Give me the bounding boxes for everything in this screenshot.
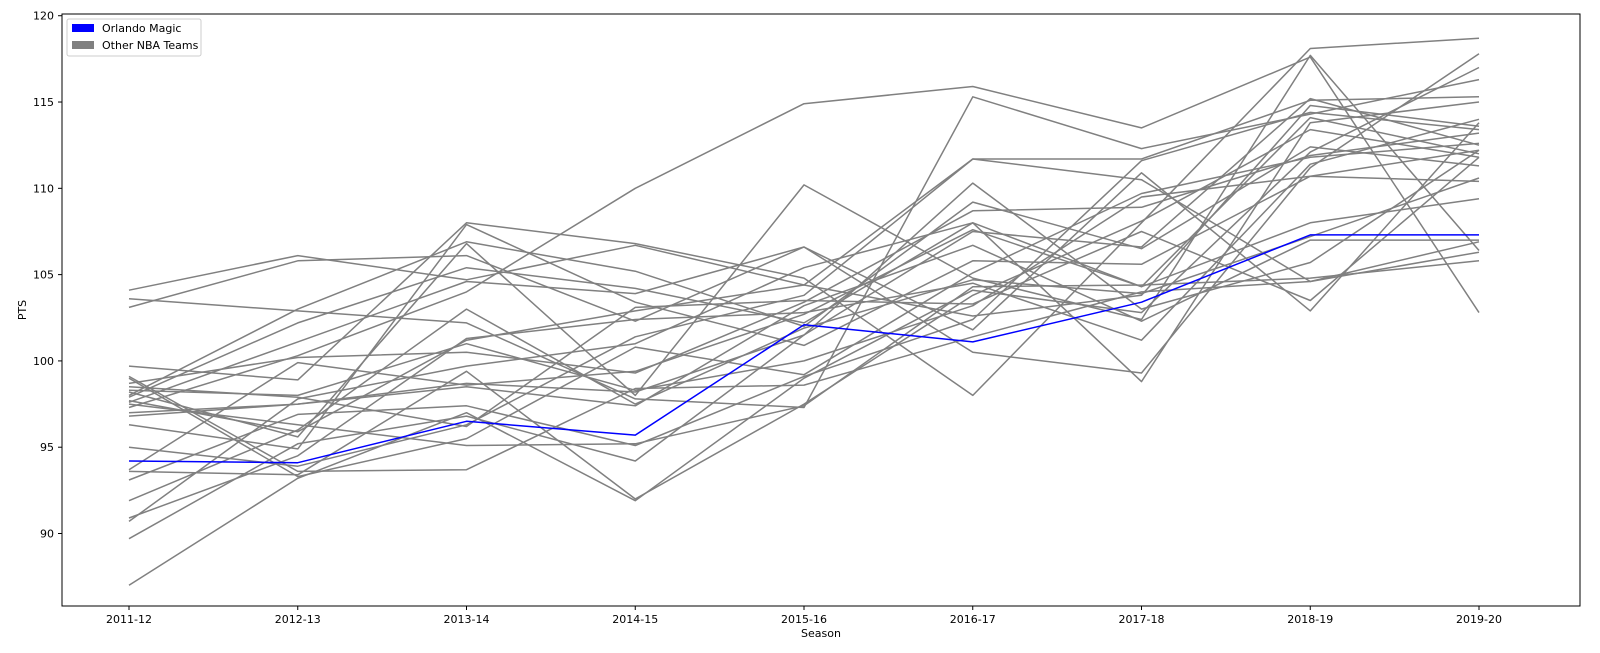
other-team-line-15: [128, 128, 1480, 500]
other-team-line-16: [128, 111, 1480, 481]
x-tick-label: 2015-16: [781, 613, 827, 626]
y-tick-label: 105: [33, 269, 54, 282]
x-tick-label: 2012-13: [275, 613, 321, 626]
x-tick-label: 2017-18: [1119, 613, 1165, 626]
y-tick-label: 120: [33, 10, 54, 23]
other-team-line-25: [128, 241, 1480, 473]
other-team-line-17: [128, 177, 1480, 502]
x-axis-ticks: 2011-12 2012-13 2013-14 2014-15 2015-16 2016-…: [106, 606, 1502, 626]
other-team-line-14: [128, 197, 1480, 471]
x-tick-label: 2018-19: [1287, 613, 1333, 626]
y-tick-label: 100: [33, 355, 54, 368]
y-tick-label: 95: [40, 441, 54, 454]
legend-label-orlando-magic: Orlando Magic: [102, 22, 181, 35]
orlando-magic-line: [128, 234, 1479, 464]
y-axis-ticks: 90 95 100 105 110 115 120: [33, 10, 62, 541]
other-team-line-23: [128, 156, 1480, 428]
y-tick-label: 90: [40, 528, 54, 541]
other-team-line-8: [128, 122, 1480, 404]
legend-label-other-teams: Other NBA Teams: [102, 39, 199, 52]
x-tick-label: 2016-17: [950, 613, 996, 626]
legend-swatch-other-teams: [72, 41, 94, 49]
other-team-line-11: [128, 146, 1480, 397]
legend: Orlando Magic Other NBA Teams: [66, 18, 202, 57]
legend-swatch-orlando-magic: [72, 24, 94, 32]
x-tick-label: 2014-15: [612, 613, 658, 626]
other-team-line-18: [128, 118, 1480, 519]
other-team-line-19: [128, 101, 1480, 523]
other-team-line-28: [128, 149, 1480, 397]
x-tick-label: 2019-20: [1456, 613, 1502, 626]
x-tick-label: 2013-14: [444, 613, 490, 626]
x-axis-label: Season: [801, 627, 841, 640]
other-team-line-5: [128, 132, 1480, 385]
other-team-line-21: [128, 66, 1480, 586]
other-team-line-24: [128, 104, 1480, 433]
orlando-magic-series-line: [128, 234, 1479, 464]
other-team-line-6: [128, 54, 1480, 438]
x-tick-label: 2011-12: [106, 613, 152, 626]
other-team-line-9: [128, 56, 1480, 409]
other-team-line-4: [128, 37, 1480, 397]
y-axis-label: PTS: [16, 300, 29, 320]
other-team-line-13: [128, 158, 1480, 467]
other-team-line-26: [128, 260, 1480, 447]
other-team-line-7: [128, 116, 1480, 398]
other-teams-lines: [128, 37, 1480, 586]
other-team-line-3: [128, 78, 1480, 409]
legend-box: [66, 18, 202, 57]
y-tick-label: 115: [33, 96, 54, 109]
other-team-line-27: [128, 239, 1479, 417]
y-tick-label: 110: [33, 182, 54, 195]
